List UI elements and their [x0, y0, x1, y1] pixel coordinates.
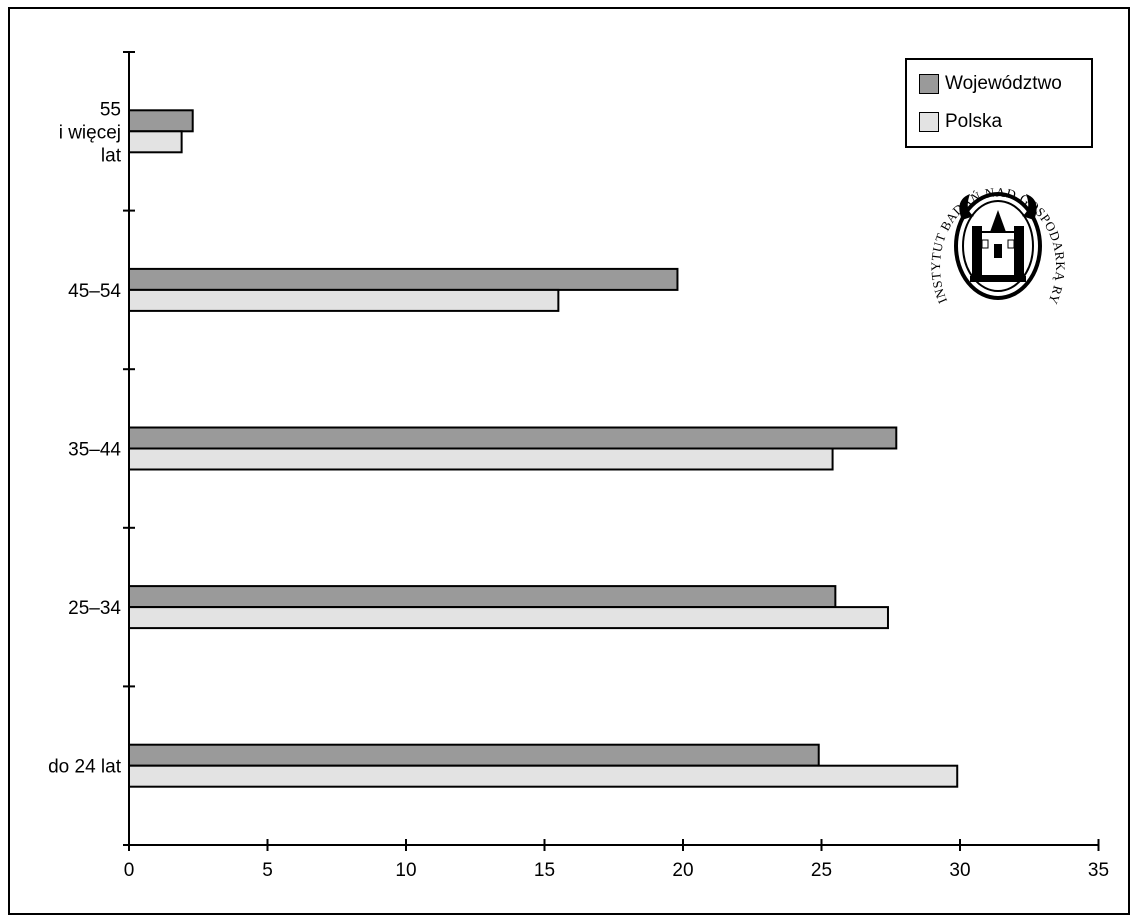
legend-item-wojewodztwo: Województwo [919, 72, 1062, 96]
bar-wojewodztwo [128, 743, 820, 767]
category-label: 45–54 [68, 281, 121, 302]
x-tick-label: 30 [949, 860, 970, 881]
category-label: do 24 lat [48, 757, 122, 778]
legend-label-wojewodztwo: Województwo [945, 73, 1062, 94]
x-tick-label: 5 [262, 860, 273, 881]
chart-bars [128, 109, 959, 788]
legend-item-polska: Polska [919, 110, 1002, 134]
x-tick-label: 25 [811, 860, 832, 881]
legend-swatch-wojewodztwo [919, 74, 939, 94]
bar-wojewodztwo [128, 585, 837, 609]
x-tick-label: 0 [124, 860, 135, 881]
chart-frame [8, 7, 1130, 915]
bar-polska [128, 764, 959, 788]
x-tick-labels: 0 5 10 15 20 25 30 35 [124, 860, 1109, 881]
seal-text: INSTYTUT BADAŃ NAD GOSPODARKĄ RYNKOWĄ [924, 160, 1068, 307]
legend: Województwo Polska [905, 58, 1093, 148]
bar-wojewodztwo [128, 267, 679, 291]
bar-polska [128, 606, 889, 630]
bar-polska [128, 288, 560, 312]
category-labels: 55 i więcej lat 45–54 35–44 25–34 do 24 lat [48, 99, 122, 777]
legend-label-polska: Polska [945, 111, 1003, 132]
institute-seal-icon: INSTYTUT BADAŃ NAD GOSPODARKĄ RYNKOWĄ [924, 160, 1068, 307]
category-label: 25–34 [68, 598, 121, 619]
bar-wojewodztwo [128, 426, 898, 450]
bar-polska [128, 130, 183, 154]
category-label: 35–44 [68, 440, 121, 461]
x-tick-label: 35 [1088, 860, 1109, 881]
bar-polska [128, 447, 834, 471]
x-tick-label: 10 [395, 860, 416, 881]
x-tick-label: 15 [534, 860, 555, 881]
legend-swatch-polska [919, 112, 939, 132]
x-tick-label: 20 [672, 860, 693, 881]
bar-wojewodztwo [128, 109, 194, 133]
category-label: 55 i więcej lat [59, 99, 122, 166]
